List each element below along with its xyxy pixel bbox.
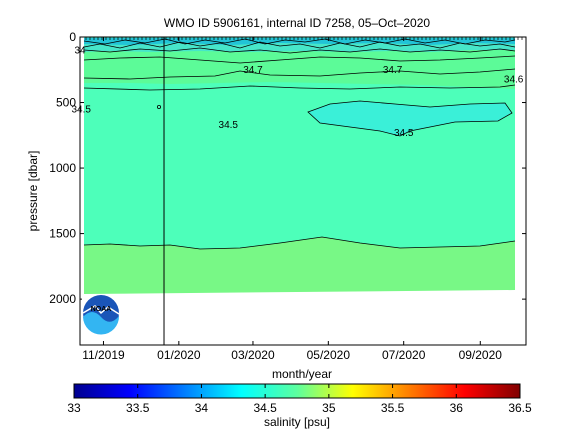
contour-label: 34.5 [394, 128, 414, 139]
fresh-core-region [308, 101, 512, 136]
contour-label: 34.6 [504, 74, 524, 85]
colorbar-tick-label: 36.5 [508, 401, 532, 415]
colorbar-tick-label: 33.5 [126, 401, 150, 415]
deep-layer-region [84, 237, 515, 294]
contour-line-upper [83, 55, 516, 64]
noaa-logo-text: NOAA [91, 306, 112, 313]
y-tick-label: 2000 [49, 292, 76, 306]
x-tick-label: 09/2020 [459, 348, 503, 362]
colorbar-tick-label: 35 [322, 401, 336, 415]
colorbar-label: salinity [psu] [264, 415, 330, 429]
noaa-logo: NOAA [82, 294, 120, 335]
x-tick-label: 07/2020 [382, 348, 426, 362]
contour-label: 34.5 [219, 120, 239, 131]
x-axis: 11/2019 01/2020 03/2020 05/2020 07/2020 09/20… [82, 37, 502, 362]
chart-title: WMO ID 5906161, internal ID 7258, 05–Oct… [164, 16, 430, 30]
plot-frame [79, 36, 527, 346]
y-axis-label: pressure [dbar] [26, 151, 40, 232]
contour-line-surface [83, 41, 516, 49]
x-tick-label: 05/2020 [307, 348, 351, 362]
contour-line-surface-2 [83, 38, 516, 45]
colorbar-tick-label: 36 [450, 401, 464, 415]
colorbar-tick-label: 33 [67, 401, 81, 415]
contour-line-upper-3 [83, 84, 516, 91]
y-tick-label: 500 [56, 96, 76, 110]
x-tick-label: 01/2020 [157, 348, 201, 362]
x-tick-label: 03/2020 [231, 348, 275, 362]
contour-label: 34.7 [383, 65, 403, 76]
contour-line-fresh-core [307, 100, 513, 137]
colorbar [73, 383, 521, 399]
contour-label: 34.7 [243, 65, 263, 76]
contour-lines [83, 38, 516, 250]
y-tick-label: 0 [69, 30, 76, 44]
x-tick-label: 11/2019 [82, 348, 125, 362]
y-axis: 0 500 1000 1500 2000 [49, 30, 526, 306]
contour-line-upper-2 [83, 68, 516, 80]
y-tick-label: 1000 [49, 161, 76, 175]
upper-layer-region [84, 46, 515, 89]
colorbar-tick-label: 35.5 [381, 401, 405, 415]
contour-label: 34.5 [72, 104, 92, 115]
contour-line-surface-3 [83, 47, 516, 54]
contour-line-deep [83, 236, 516, 250]
x-axis-label: month/year [272, 367, 332, 381]
colorbar-tick-label: 34 [195, 401, 209, 415]
contour-small-blob [156, 105, 161, 110]
colorbar-tick-label: 34.5 [253, 401, 277, 415]
colorbar-ticks: 33 33.5 34 34.5 35 35.5 36 36.5 [67, 384, 532, 415]
y-tick-label: 1500 [49, 227, 76, 241]
